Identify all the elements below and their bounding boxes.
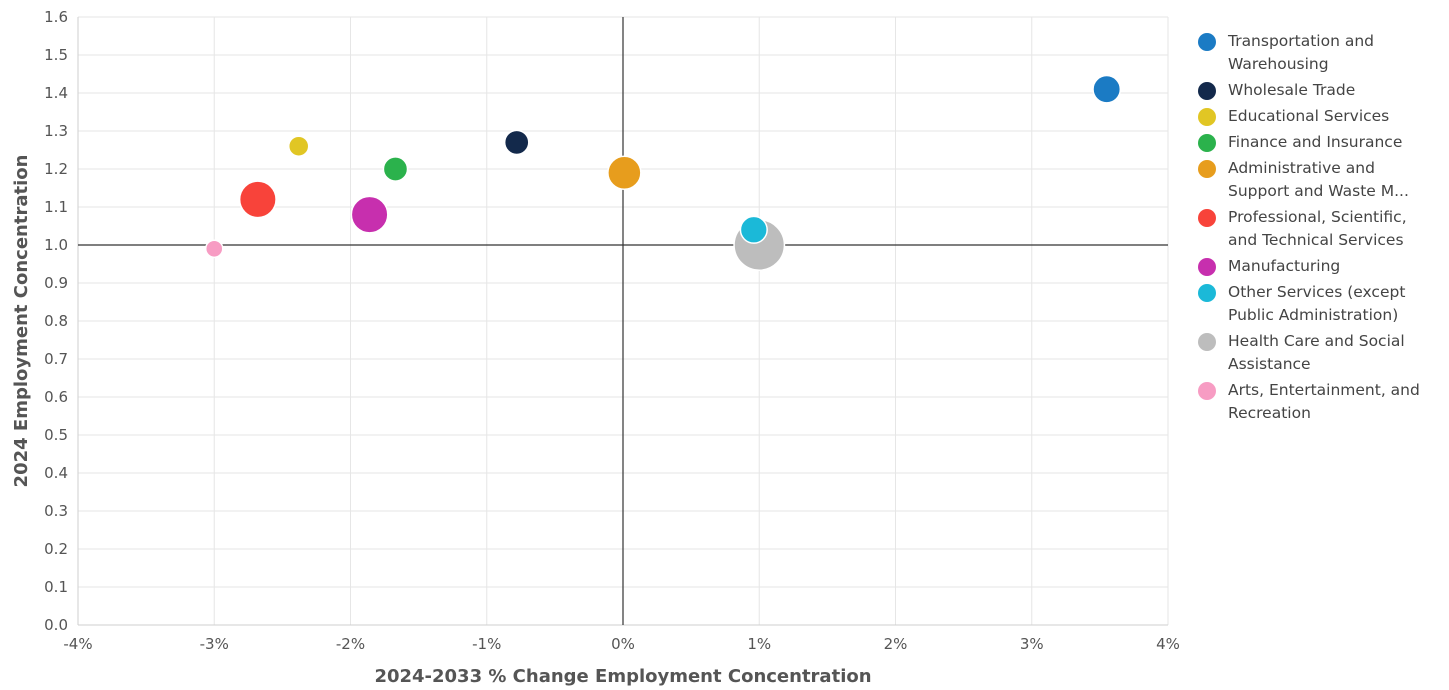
- legend-label: Other Services (except Public Administra…: [1228, 283, 1406, 324]
- legend-item[interactable]: Educational Services: [1198, 105, 1443, 128]
- legend-marker: [1198, 382, 1216, 400]
- y-tick-label: 1.6: [44, 8, 68, 26]
- bubble-point[interactable]: [204, 239, 224, 259]
- legend-marker: [1198, 284, 1216, 302]
- legend-marker: [1198, 33, 1216, 51]
- x-tick-label: 0%: [611, 635, 635, 653]
- bubbles: [204, 74, 1122, 271]
- legend-marker: [1198, 209, 1216, 227]
- x-tick-label: 4%: [1156, 635, 1180, 653]
- legend-label: Transportation and Warehousing: [1228, 32, 1375, 73]
- y-tick-label: 0.5: [44, 426, 68, 444]
- legend-label: Professional, Scientific, and Technical …: [1228, 208, 1407, 249]
- legend-item[interactable]: Health Care and Social Assistance: [1198, 330, 1443, 376]
- y-tick-label: 0.2: [44, 540, 68, 558]
- legend-item[interactable]: Other Services (except Public Administra…: [1198, 281, 1443, 327]
- legend-item[interactable]: Professional, Scientific, and Technical …: [1198, 206, 1443, 252]
- x-tick-label: -1%: [472, 635, 501, 653]
- x-tick-label: -3%: [200, 635, 229, 653]
- legend-label: Health Care and Social Assistance: [1228, 332, 1405, 373]
- y-tick-label: 0.1: [44, 578, 68, 596]
- legend-marker: [1198, 160, 1216, 178]
- legend-item[interactable]: Manufacturing: [1198, 255, 1443, 278]
- legend-item[interactable]: Arts, Entertainment, and Recreation: [1198, 379, 1443, 425]
- x-tick-label: -2%: [336, 635, 365, 653]
- legend-label: Arts, Entertainment, and Recreation: [1228, 381, 1420, 422]
- y-tick-label: 0.6: [44, 388, 68, 406]
- bubble-point[interactable]: [238, 180, 277, 219]
- legend-label: Finance and Insurance: [1228, 133, 1403, 151]
- bubble-point[interactable]: [350, 195, 389, 234]
- x-tick-label: 1%: [747, 635, 771, 653]
- bubble-point[interactable]: [287, 135, 310, 157]
- legend-item[interactable]: Transportation and Warehousing: [1198, 30, 1443, 76]
- y-tick-label: 1.2: [44, 160, 68, 178]
- x-tick-label: -4%: [63, 635, 92, 653]
- bubble-point[interactable]: [739, 215, 768, 244]
- y-tick-label: 1.1: [44, 198, 68, 216]
- bubble-point[interactable]: [1092, 74, 1122, 104]
- y-tick-label: 1.0: [44, 236, 68, 254]
- bubble-point[interactable]: [607, 155, 642, 191]
- y-axis-ticks: 0.0 0.1 0.2 0.3 0.4 0.5 0.6 0.7 0.8 0.9 1.0 1.1 1.2 1…: [44, 8, 68, 634]
- y-tick-label: 0.3: [44, 502, 68, 520]
- legend-marker: [1198, 108, 1216, 126]
- legend-marker: [1198, 82, 1216, 100]
- x-axis-ticks: -4% -3% -2% -1% 0% 1% 2% 3% 4%: [63, 635, 1180, 653]
- legend: Transportation and Warehousing Wholesale …: [1198, 30, 1443, 428]
- reference-lines: [78, 17, 1168, 625]
- y-tick-label: 1.5: [44, 46, 68, 64]
- x-tick-label: 3%: [1020, 635, 1044, 653]
- x-axis-title: 2024-2033 % Change Employment Concentrat…: [374, 666, 871, 687]
- legend-marker: [1198, 333, 1216, 351]
- legend-item[interactable]: Wholesale Trade: [1198, 79, 1443, 102]
- legend-item[interactable]: Administrative and Support and Waste M..…: [1198, 157, 1443, 203]
- legend-label: Educational Services: [1228, 107, 1390, 125]
- legend-marker: [1198, 258, 1216, 276]
- legend-label: Manufacturing: [1228, 257, 1341, 275]
- legend-label: Administrative and Support and Waste M..…: [1228, 159, 1409, 200]
- y-tick-label: 0.0: [44, 616, 68, 634]
- y-tick-label: 1.3: [44, 122, 68, 140]
- y-tick-label: 0.9: [44, 274, 68, 292]
- y-tick-label: 0.7: [44, 350, 68, 368]
- bubble-point[interactable]: [382, 156, 409, 182]
- bubble-point[interactable]: [503, 129, 530, 156]
- legend-marker: [1198, 134, 1216, 152]
- y-tick-label: 0.4: [44, 464, 68, 482]
- legend-label: Wholesale Trade: [1228, 81, 1356, 99]
- y-axis-title: 2024 Employment Concentration: [11, 155, 32, 488]
- y-tick-label: 0.8: [44, 312, 68, 330]
- legend-item[interactable]: Finance and Insurance: [1198, 131, 1443, 154]
- x-tick-label: 2%: [884, 635, 908, 653]
- y-tick-label: 1.4: [44, 84, 68, 102]
